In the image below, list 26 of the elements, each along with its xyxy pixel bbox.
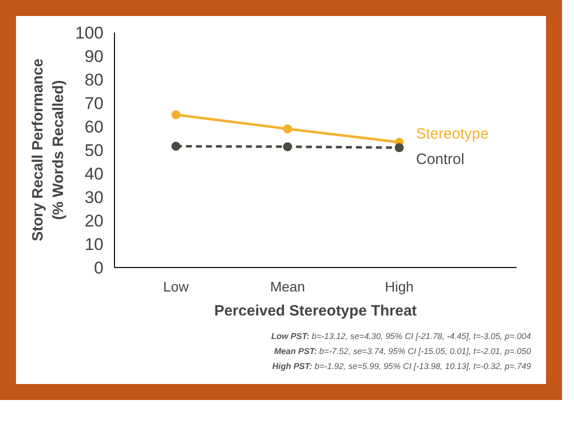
y-tick-label: 10 — [84, 235, 104, 254]
x-tick-label: Low — [163, 278, 190, 294]
point — [283, 142, 292, 152]
x-tick-label: High — [384, 278, 414, 294]
y-tick-label: 90 — [84, 47, 104, 66]
y-tick-label: 70 — [84, 94, 104, 113]
y-axis-title: Story Recall Performance (% Words Recalled) — [30, 58, 68, 242]
y-tick-label: 20 — [84, 212, 104, 230]
series-label: Control — [416, 151, 464, 168]
point — [171, 142, 180, 151]
text: High PST: b=-1.92, se=5.99, 95% CI [-13.98, 10.13], t=-0.32, p=.749 — [271, 360, 531, 372]
point — [171, 110, 180, 120]
y-tick-label: 80 — [84, 70, 104, 90]
text: Low PST: b=-13.12, se=4.30, 95% CI [-21.78, -4.45], t=-3.05, p=.004 — [271, 330, 531, 342]
y-tick-label: 0 — [94, 258, 104, 278]
x-tick-label: Mean — [270, 278, 306, 294]
series-label: Stereotype — [416, 126, 489, 143]
point — [283, 124, 292, 134]
y-tick-label: 30 — [84, 188, 104, 207]
y-tick-label: 60 — [84, 118, 104, 136]
text: Mean PST: b=-7.52, se=3.74, 95% CI [-15.05, 0.01], t=-2.01, p=.050 — [273, 345, 531, 358]
y-tick-label: 100 — [75, 24, 104, 42]
y-tick-label: 50 — [84, 141, 104, 160]
y-tick-label: 40 — [84, 164, 104, 184]
x-axis-title: Perceived Stereotype Threat — [214, 302, 417, 320]
point — [394, 143, 404, 152]
